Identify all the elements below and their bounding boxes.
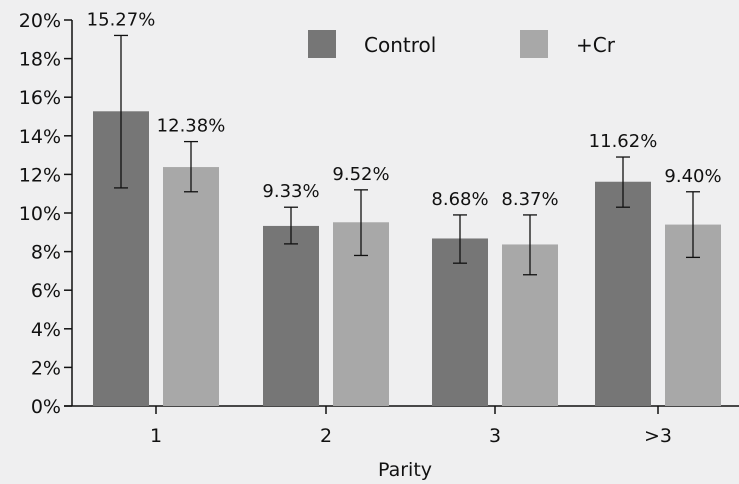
x-tick-label: 1 [150,425,162,447]
x-tick-label: 2 [320,425,332,447]
bar-control-2 [432,238,488,406]
data-label: 8.68% [431,189,488,210]
x-tick-label: 3 [489,425,501,447]
y-tick-label: 6% [31,280,61,302]
x-axis-title: Parity [378,459,432,481]
y-tick-label: 14% [19,126,61,148]
bar-cr-0 [163,167,219,406]
data-label: 12.38% [157,116,226,137]
legend: Control +Cr [308,30,616,58]
data-label: 8.37% [501,189,558,210]
data-label: 15.27% [87,9,156,30]
y-tick-label: 12% [19,164,61,186]
data-label: 11.62% [589,131,658,152]
data-labels: 15.27% 12.38% 9.33% 9.52% 8.68% 8.37% 11.62% 9.… [87,9,722,209]
y-tick-label: 8% [31,242,61,264]
y-tick-label: 2% [31,357,61,379]
bars [93,34,721,406]
bar-control-3 [595,181,651,406]
legend-swatch [308,30,336,58]
y-tick-label: 0% [31,396,61,418]
bar-control-1 [263,225,319,406]
legend-swatch [520,30,548,58]
y-tick-label: 10% [19,203,61,225]
y-tick-label: 20% [19,10,61,32]
axes: 0% 2% 4% 6% 8% 10% 12% 14% 16% 18% 20% 1 2 3 >3 [19,10,739,447]
x-tick-label: >3 [644,425,672,447]
data-label: 9.52% [332,164,389,185]
data-label: 9.33% [262,181,319,202]
legend-label: Control [364,33,436,57]
y-tick-label: 18% [19,49,61,71]
y-tick-label: 16% [19,87,61,109]
data-label: 9.40% [664,166,721,187]
y-tick-label: 4% [31,319,61,341]
legend-label: +Cr [576,33,616,57]
